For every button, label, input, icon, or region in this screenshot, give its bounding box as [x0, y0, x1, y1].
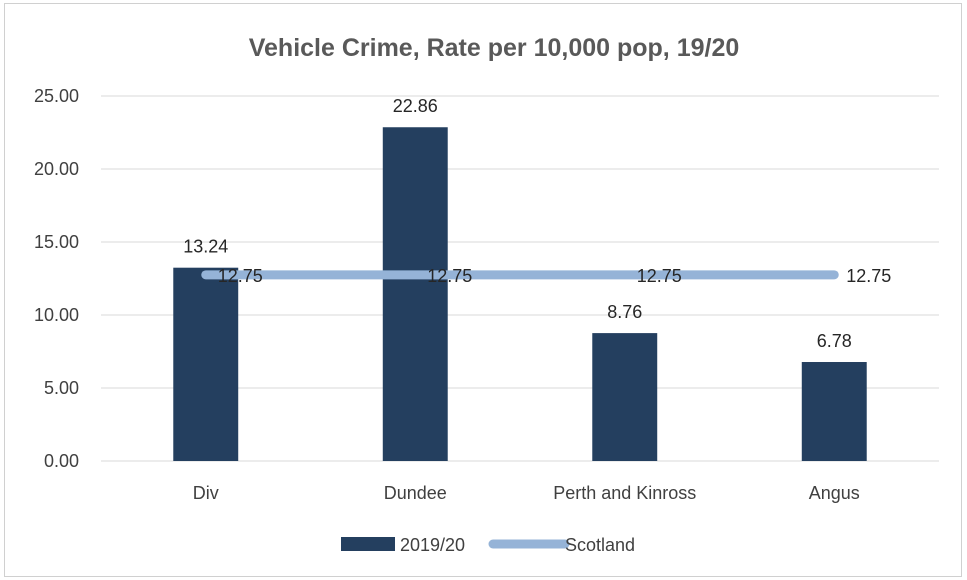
chart-title: Vehicle Crime, Rate per 10,000 pop, 19/2…: [249, 34, 740, 62]
line-value-label: 12.75: [427, 266, 472, 286]
gridlines: [101, 95, 939, 462]
y-tick-label: 5.00: [44, 378, 79, 398]
line-value-label: 12.75: [218, 266, 263, 286]
y-axis-ticks: 0.00 5.00 10.00 15.00 20.00 25.00: [34, 86, 79, 471]
x-axis-ticks: Div Dundee Perth and Kinross Angus: [193, 483, 860, 503]
line-value-label: 12.75: [846, 266, 891, 286]
y-tick-label: 15.00: [34, 232, 79, 252]
y-tick-label: 0.00: [44, 451, 79, 471]
x-tick-label: Dundee: [384, 483, 447, 503]
legend-label-line: Scotland: [565, 535, 635, 555]
x-tick-label: Perth and Kinross: [553, 483, 696, 503]
legend: 2019/20 Scotland: [341, 535, 635, 555]
x-tick-label: Angus: [809, 483, 860, 503]
y-tick-label: 10.00: [34, 305, 79, 325]
bar: [173, 267, 239, 461]
y-tick-label: 20.00: [34, 159, 79, 179]
data-labels: 13.24 22.86 8.76 6.78 12.75 12.75 12.75 12.75: [183, 96, 891, 351]
bar: [382, 127, 448, 461]
legend-label-bar: 2019/20: [400, 535, 465, 555]
bar-value-label: 6.78: [817, 331, 852, 351]
bar-value-label: 8.76: [607, 302, 642, 322]
chart-frame: Vehicle Crime, Rate per 10,000 pop, 19/2…: [4, 3, 962, 577]
bar: [801, 362, 867, 461]
bars: [173, 127, 867, 461]
bar: [592, 333, 658, 461]
line-value-label: 12.75: [637, 266, 682, 286]
y-tick-label: 25.00: [34, 86, 79, 106]
legend-swatch-bar: [341, 537, 395, 551]
bar-value-label: 22.86: [393, 96, 438, 116]
chart: Vehicle Crime, Rate per 10,000 pop, 19/2…: [34, 34, 939, 555]
x-tick-label: Div: [193, 483, 219, 503]
bar-value-label: 13.24: [183, 237, 228, 257]
